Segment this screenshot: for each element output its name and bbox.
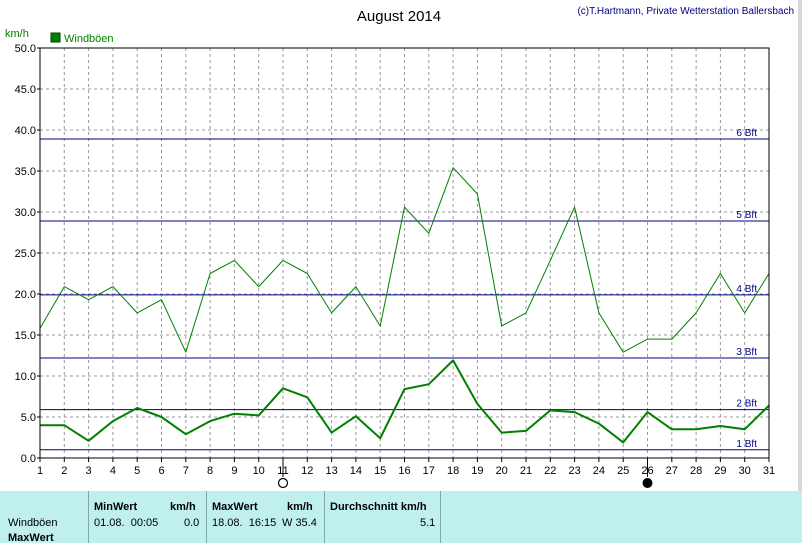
beaufort-label: 5 Bft [736,210,757,221]
avg-header: Durchschnitt km/h [330,501,427,513]
x-tick-label: 7 [183,465,189,477]
legend-label: Windböen [64,33,114,45]
y-tick-label: 35.0 [15,166,36,178]
x-tick-label: 13 [325,465,337,477]
chart-title: August 2014 [357,8,441,25]
max-value: W 35.4 [282,517,317,529]
y-tick-label: 5.0 [21,412,36,424]
chart: August 2014 (c)T.Hartmann, Private Wette… [5,6,794,489]
beaufort-label: 6 Bft [736,128,757,139]
x-tick-label: 17 [423,465,435,477]
min-header: MinWert [94,501,138,513]
copyright-text: (c)T.Hartmann, Private Wetterstation Bal… [577,6,794,17]
x-tick-label: 9 [231,465,237,477]
full-moon-icon [277,477,289,489]
x-tick-label: 16 [398,465,410,477]
new-moon-icon [642,478,653,488]
footer-separator [440,491,441,543]
row-label-maxwert: MaxWert [8,532,54,544]
x-tick-label: 10 [253,465,265,477]
y-tick-label: 30.0 [15,207,36,219]
x-tick-label: 29 [714,465,726,477]
min-unit: km/h [170,501,196,513]
x-tick-label: 27 [666,465,678,477]
x-tick-label: 23 [568,465,580,477]
max-unit: km/h [287,501,313,513]
legend-swatch [50,32,61,43]
y-tick-label: 10.0 [15,371,36,383]
y-tick-label: 50.0 [15,43,36,55]
plot-frame [39,47,770,459]
series-line-gusts [39,167,770,353]
min-datetime: 01.08. 00:05 [94,517,159,529]
min-value: 0.0 [184,517,200,529]
x-tick-label: 24 [593,465,605,477]
beaufort-label: 1 Bft [736,439,757,450]
x-tick-label: 5 [134,465,140,477]
row-label-windboeen: Windböen [8,517,58,529]
x-tick-label: 21 [520,465,532,477]
x-tick-label: 18 [447,465,459,477]
y-tick-label: 25.0 [15,248,36,260]
x-tick-label: 12 [301,465,313,477]
y-tick-label: 20.0 [15,289,36,301]
beaufort-label: 4 Bft [736,284,757,295]
x-tick-label: 2 [61,465,67,477]
x-tick-label: 14 [350,465,362,477]
footer-separator [206,491,207,543]
x-tick-label: 25 [617,465,629,477]
y-tick-label: 40.0 [15,125,36,137]
scrollbar-edge [798,0,802,491]
x-tick-label: 1 [37,465,43,477]
avg-value: 5.1 [420,517,436,529]
footer-separator [88,491,89,543]
x-tick-label: 28 [690,465,702,477]
x-tick-label: 4 [110,465,116,477]
x-tick-label: 6 [158,465,164,477]
x-tick-label: 22 [544,465,556,477]
max-datetime: 18.08. 16:15 [212,517,277,529]
y-tick-label: 15.0 [15,330,36,342]
x-tick-label: 15 [374,465,386,477]
x-tick-label: 3 [86,465,92,477]
x-tick-label: 30 [739,465,751,477]
y-axis-label: km/h [5,28,29,40]
beaufort-label: 2 Bft [736,399,757,410]
x-tick-label: 19 [471,465,483,477]
x-tick-label: 20 [496,465,508,477]
series-line-average [40,359,770,444]
footer-separator [324,491,325,543]
y-tick-label: 45.0 [15,84,36,96]
stats-footer: Windböen MaxWert MinWert km/h 01.08. 00:… [0,491,802,544]
max-header: MaxWert [212,501,258,513]
y-tick-label: 0.0 [21,453,36,465]
x-tick-label: 8 [207,465,213,477]
beaufort-label: 3 Bft [736,347,757,358]
x-tick-label: 31 [763,465,775,477]
